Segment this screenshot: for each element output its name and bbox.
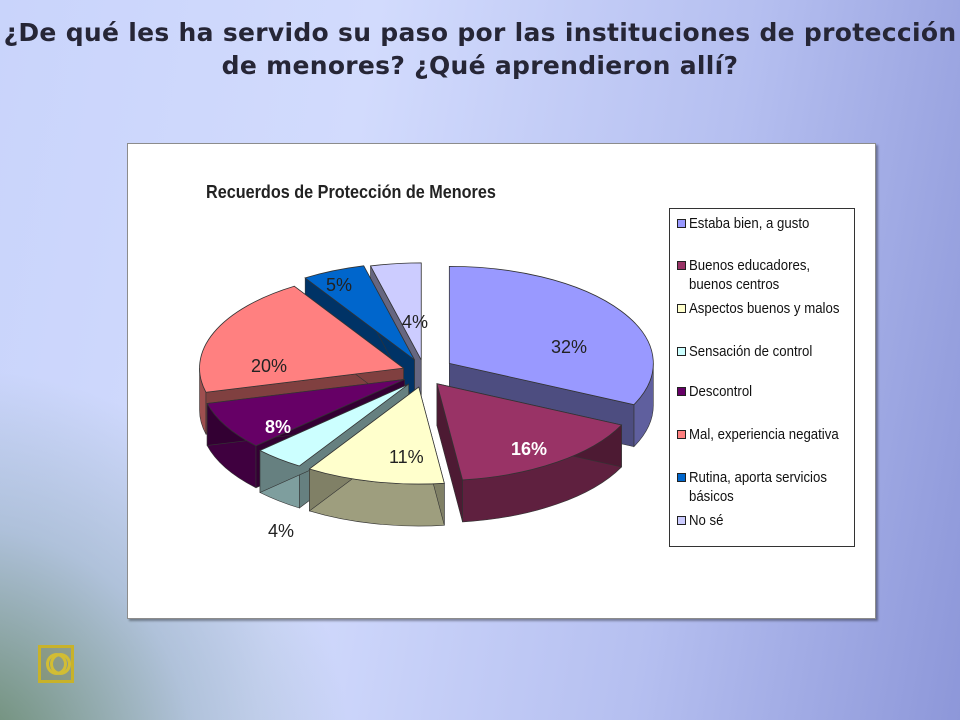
slide-number-icon [38,645,74,683]
chart-legend: Estaba bien, a gusto Buenos educadores, … [669,208,855,547]
slide-title-line-1: ¿De qué les ha servido su paso por las i… [3,18,957,47]
legend-item-aspectos: Aspectos buenos y malos [674,299,854,318]
legend-swatch-no-se [677,516,686,525]
legend-item-no-se: No sé [674,511,854,530]
legend-item-estaba-bien: Estaba bien, a gusto [674,214,854,233]
legend-label-estaba-bien: Estaba bien, a gusto [689,215,810,232]
pie-value-label-aspectos-buenos-y-ma: 11% [389,447,424,467]
legend-label-mal: Mal, experiencia negativa [689,426,839,443]
pie-slice-descontrol [206,378,405,447]
pie-slice-mal-experiencia-nega [199,285,405,393]
legend-swatch-buenos-educadores [677,261,686,270]
pie-value-label-no-s-: 4% [402,312,428,332]
legend-item-mal: Mal, experiencia negativa [674,425,854,444]
pie-slice-sensaci-n-de-control [259,383,409,467]
legend-label-sensacion-control: Sensación de control [689,343,813,360]
legend-swatch-aspectos [677,304,686,313]
slide-title: ¿De qué les ha servido su paso por las i… [0,16,960,82]
slide-icon-ring-2 [50,653,71,675]
legend-label-no-se: No sé [689,512,724,529]
legend-swatch-rutina [677,473,686,482]
legend-item-descontrol: Descontrol [674,382,854,401]
legend-swatch-mal [677,430,686,439]
legend-item-rutina: Rutina, aporta servicios básicos [674,468,854,506]
pie-value-label-descontrol: 8% [265,417,291,437]
legend-label-rutina: Rutina, aporta servicios básicos [689,469,827,505]
legend-label-descontrol: Descontrol [689,383,753,400]
legend-label-buenos-educadores: Buenos educadores, buenos centros [689,257,811,293]
pie-value-label-mal-experiencia-nega: 20% [251,356,287,376]
pie-slice-estaba-bien-a-gusto [448,265,654,406]
pie-slice-rutina-aporta-servic [304,265,415,361]
legend-swatch-estaba-bien [677,219,686,228]
pie-value-label-rutina-aporta-servic: 5% [326,275,352,295]
pie-value-label-estaba-bien-a-gusto: 32% [551,337,587,357]
legend-swatch-descontrol [677,387,686,396]
pie-slice-no-s- [369,262,422,361]
legend-label-aspectos: Aspectos buenos y malos [689,300,840,317]
pie-value-label-sensaci-n-de-control: 4% [268,521,294,541]
pie-slice-aspectos-buenos-y-ma [308,386,445,485]
chart-frame: Recuerdos de Protección de Menores 32% 16… [127,143,876,619]
pie-chart: 32% 16% 11% 4% 8% 20% 5% 4% [199,262,654,541]
legend-item-buenos-educadores: Buenos educadores, buenos centros [674,256,854,294]
chart-title: Recuerdos de Protección de Menores [206,182,496,202]
pie-value-label-buenos-educadores-bu: 16% [511,439,547,459]
legend-swatch-sensacion-control [677,347,686,356]
legend-item-sensacion-control: Sensación de control [674,342,854,361]
slide-title-line-2: de menores? ¿Qué aprendieron allí? [221,51,739,80]
pie-slice-buenos-educadores-bu [436,383,623,481]
